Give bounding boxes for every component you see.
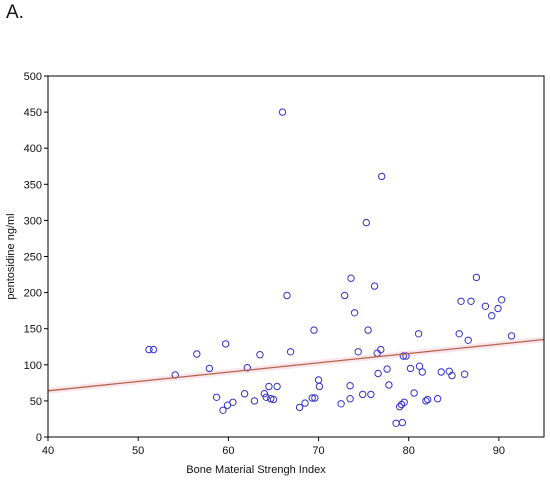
data-point <box>399 352 407 360</box>
data-point <box>212 393 221 401</box>
y-tick-label: 400 <box>24 143 42 155</box>
data-point <box>370 282 379 290</box>
fit-line-layer <box>47 338 545 392</box>
data-point <box>240 390 249 398</box>
data-point <box>422 397 430 405</box>
data-point <box>295 403 304 412</box>
data-point <box>467 297 475 305</box>
data-point <box>337 400 345 408</box>
data-point <box>286 348 295 356</box>
data-point <box>149 345 158 354</box>
data-point <box>424 395 432 404</box>
data-point <box>359 390 367 399</box>
x-tick-label: 40 <box>42 445 54 457</box>
data-point <box>448 371 456 380</box>
data-point <box>350 309 359 317</box>
data-point <box>283 291 291 300</box>
data-point <box>460 370 469 378</box>
data-point <box>243 364 252 372</box>
y-tick-label: 500 <box>24 71 42 83</box>
data-point <box>310 326 318 334</box>
data-point <box>418 368 426 376</box>
data-point <box>400 398 408 406</box>
x-tick-label: 90 <box>493 445 505 457</box>
data-point <box>415 362 424 370</box>
y-tick-label: 450 <box>24 107 42 119</box>
data-point <box>229 398 237 406</box>
axes <box>44 75 545 441</box>
data-point <box>367 390 375 399</box>
y-tick-label: 100 <box>24 360 42 372</box>
data-point <box>396 403 404 411</box>
y-tick-label: 200 <box>24 288 42 300</box>
data-point <box>347 274 355 282</box>
data-point <box>260 390 269 398</box>
data-point <box>219 406 227 414</box>
data-point <box>311 394 319 402</box>
y-tick-label: 0 <box>36 432 42 444</box>
data-point <box>398 418 407 427</box>
data-point <box>464 336 472 344</box>
data-point <box>314 376 323 384</box>
data-point <box>488 312 496 320</box>
data-point <box>315 382 324 391</box>
y-tick-label: 350 <box>24 179 42 191</box>
data-point <box>481 302 490 310</box>
data-point <box>346 395 354 403</box>
data-point <box>377 345 385 354</box>
data-point <box>494 304 502 313</box>
y-tick-label: 50 <box>30 396 42 408</box>
x-tick-label: 80 <box>403 445 415 457</box>
data-point <box>250 397 259 405</box>
data-point <box>385 381 393 389</box>
fit-line <box>47 338 545 392</box>
data-point <box>222 340 230 348</box>
data-point <box>507 332 516 340</box>
data-point <box>273 382 281 391</box>
data-point <box>354 348 362 356</box>
x-axis-label: Bone Material Strengh Index <box>186 464 326 476</box>
data-point <box>455 330 463 338</box>
data-point <box>472 273 481 282</box>
data-point <box>256 351 264 359</box>
y-axis-label: pentosidine ng/ml <box>5 213 17 299</box>
data-point <box>433 395 442 403</box>
data-point <box>308 394 316 402</box>
data-point <box>402 352 410 360</box>
data-point <box>406 364 415 373</box>
x-tick-label: 70 <box>312 445 324 457</box>
data-point <box>145 345 153 354</box>
data-point <box>437 368 445 376</box>
data-point <box>362 218 370 227</box>
data-point <box>374 369 382 378</box>
data-points <box>145 108 516 427</box>
tick-labels: 0 50 100 150 200 250 300 350 400 450 500 40 50 60 70 80… <box>24 71 505 457</box>
data-point <box>383 365 391 373</box>
data-point <box>410 389 418 397</box>
data-point <box>205 364 214 373</box>
data-point <box>262 393 270 401</box>
x-tick-label: 60 <box>222 445 234 457</box>
data-point <box>364 326 372 334</box>
data-point <box>269 395 278 404</box>
data-point <box>278 108 287 116</box>
data-point <box>193 350 201 358</box>
panel-label: A. <box>6 2 24 23</box>
y-tick-label: 150 <box>24 324 42 336</box>
data-point <box>301 399 309 407</box>
data-point <box>392 419 400 427</box>
data-point <box>378 172 386 181</box>
x-tick-label: 50 <box>132 445 144 457</box>
data-point <box>341 291 349 300</box>
y-tick-label: 250 <box>24 252 42 264</box>
data-point <box>457 297 465 305</box>
y-tick-label: 300 <box>24 215 42 227</box>
data-point <box>497 296 506 304</box>
data-point <box>346 382 354 390</box>
data-point <box>414 330 423 338</box>
data-point <box>265 382 273 391</box>
